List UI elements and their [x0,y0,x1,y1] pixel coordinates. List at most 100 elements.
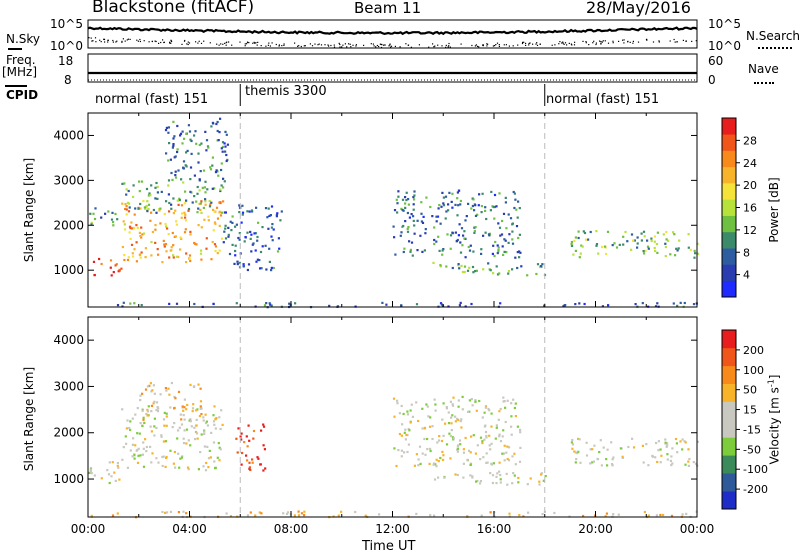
noise-search-dot [95,41,97,43]
data-cell [202,465,205,468]
data-cell [152,402,155,405]
x-tick-label: 16:00 [477,522,512,536]
data-cell [297,510,300,513]
data-cell [675,247,678,250]
data-cell [516,251,519,254]
data-cell [169,406,172,409]
y-tick-label: 2000 [53,218,84,232]
data-cell [116,512,119,515]
data-cell [471,404,474,407]
data-cell [450,416,453,419]
noise-search-dot [184,39,186,42]
data-cell [177,511,180,514]
data-cell [515,208,518,211]
noise-search-dot [607,42,610,44]
data-cell [251,458,254,461]
noise-search-dot [222,43,224,45]
data-cell [659,448,662,451]
data-cell [497,418,500,421]
data-cell [123,182,126,185]
data-cell [156,410,160,413]
data-cell [406,230,410,233]
data-cell [489,448,492,451]
data-cell [595,244,598,247]
data-cell [247,424,250,427]
data-cell [116,462,119,465]
data-cell [170,171,173,175]
data-cell [646,239,649,242]
data-cell [154,228,157,231]
data-cell [538,480,541,483]
data-cell [436,441,439,444]
noise-search-dot [390,46,392,48]
noise-search-dot [247,41,249,43]
data-cell [266,216,269,219]
noise-search-dot [170,42,172,44]
data-cell [674,254,677,257]
data-cell [216,217,220,220]
data-cell [451,266,454,270]
data-cell [664,438,667,441]
data-cell [162,440,165,443]
data-cell [529,477,532,480]
data-cell [676,249,679,252]
data-cell [206,188,209,191]
data-cell [517,236,520,240]
data-cell [294,302,297,305]
data-cell [254,232,257,235]
data-cell [583,231,587,235]
noise-search-dot [254,42,256,44]
data-cell [496,472,499,475]
data-cell [460,418,463,421]
noise-search-dot [601,41,603,43]
data-cell [213,460,216,463]
data-cell [224,150,227,153]
data-cell [450,200,453,203]
data-cell [482,234,485,237]
noise-search-dot [112,41,114,43]
data-cell [108,461,111,464]
data-cell [636,246,639,249]
data-cell [256,235,259,239]
data-cell [589,230,592,234]
data-cell [125,442,128,445]
data-cell [417,464,420,467]
data-cell [476,444,479,447]
data-cell [654,456,657,459]
noise-search-dot [183,40,186,42]
data-cell [470,302,473,306]
data-cell [189,166,193,169]
data-cell [268,260,271,263]
data-cell [445,210,448,213]
data-cell [676,451,679,454]
data-cell [272,228,275,231]
data-cell [231,243,234,246]
data-cell [189,138,192,141]
data-cell [178,426,181,429]
data-cell [498,461,501,464]
data-cell [687,464,690,467]
data-cell [168,210,171,213]
data-cell [90,514,93,517]
data-cell [174,397,177,400]
data-cell [662,233,665,236]
data-cell [574,451,577,454]
data-cell [400,449,403,452]
data-cell [126,258,130,262]
data-cell [90,221,93,224]
data-cell [487,262,490,265]
data-cell [583,302,586,306]
data-cell [251,461,254,464]
data-cell [443,476,446,479]
noise-search-dot [448,45,450,47]
data-cell [611,464,614,467]
data-cell [337,514,340,517]
noise-search-dot [487,43,489,45]
data-cell [693,249,696,252]
data-cell [641,444,644,447]
data-cell [196,211,199,214]
data-cell [659,461,662,464]
noise-search-dot [324,44,326,46]
data-cell [469,474,472,477]
data-cell [123,254,126,257]
